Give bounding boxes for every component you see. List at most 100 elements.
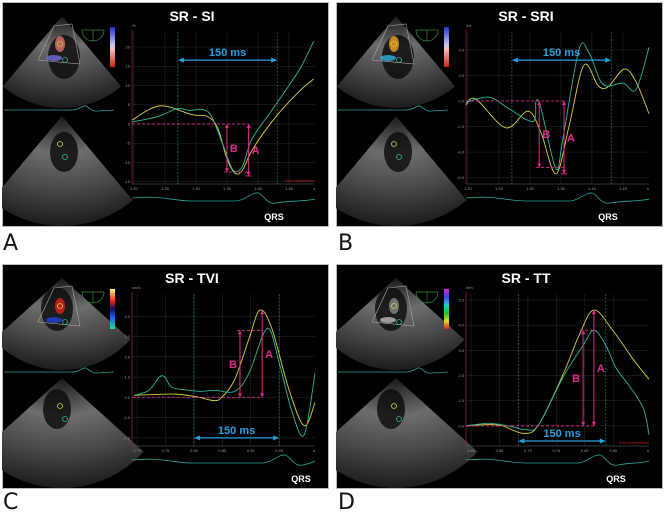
drift-compensation-label: Drift compensation <box>285 179 315 183</box>
arrow-b-head <box>537 163 542 168</box>
interval-label: 150 ms <box>543 428 580 440</box>
sample-point-yellow <box>57 303 63 309</box>
arrow-a-head <box>260 310 265 315</box>
series-yellow <box>465 63 650 175</box>
sample-point-green <box>62 416 68 422</box>
color-doppler-blob <box>389 36 399 52</box>
panel-label-c: C <box>3 490 19 515</box>
arrow-b-head <box>581 421 586 426</box>
x-tick-label: 0.75 <box>162 448 171 453</box>
y-unit-label: % <box>132 23 136 28</box>
y-tick-label: -1.0 <box>123 415 131 420</box>
x-tick-label: 1.30 <box>192 186 201 191</box>
y-tick-label: 4.0 <box>458 323 464 328</box>
sample-point-yellow <box>57 403 63 409</box>
arrow-a-head <box>246 171 251 176</box>
sample-point-green <box>396 57 402 63</box>
x-tick-label: 1.40 <box>588 186 597 191</box>
panel-a-strain-si: 20 15 10 5 0 -5 -10 -15 1.20 1.25 1.30 1.35 1.40 1.45… <box>2 2 329 227</box>
ecg-trace-small <box>338 367 449 374</box>
series-green <box>465 42 650 171</box>
panel-title: SR - SRI <box>498 8 553 24</box>
panel-label-d: D <box>338 490 355 515</box>
x-tick-label: 0.80 <box>190 448 199 453</box>
arrow-a-head <box>562 169 567 174</box>
echo-chart-svg: 20 15 10 5 0 -5 -10 -15 1.20 1.25 1.30 1.35 1.40 1.45… <box>2 2 329 227</box>
x-tick-label: 1.45 <box>285 186 294 191</box>
x-tick-label: 1.25 <box>495 186 504 191</box>
series-green <box>131 41 315 173</box>
interval-label: 150 ms <box>218 425 255 437</box>
y-tick-label: 2.0 <box>124 354 130 359</box>
colorbar <box>444 27 449 67</box>
x-tick-label: 1.20 <box>130 186 139 191</box>
interval-label: 150 ms <box>543 47 580 59</box>
y-tick-label: 0.0 <box>458 423 464 428</box>
x-tick-label: 0.60 <box>467 448 476 453</box>
x-tick-label: 0.70 <box>524 448 533 453</box>
sample-point-green <box>396 154 402 160</box>
sample-point-yellow <box>391 303 397 309</box>
color-doppler-blob <box>46 317 62 323</box>
arrow-b-head <box>537 100 542 105</box>
y-tick-label: 0.0 <box>458 98 464 103</box>
series-green <box>134 328 316 437</box>
y-tick-label: 3.0 <box>124 334 130 339</box>
arrow-b-head <box>224 168 229 173</box>
arrow-b-head <box>237 393 242 398</box>
arrow-a-head <box>260 393 265 398</box>
x-tick-label: 1.20 <box>464 186 473 191</box>
sample-point-yellow <box>391 141 397 147</box>
panel-label-b: B <box>338 231 354 256</box>
y-tick-label: -15 <box>124 179 131 184</box>
panel-title: SR - TT <box>502 270 551 286</box>
arrow-a-head <box>246 123 251 128</box>
roi-sector <box>37 285 81 327</box>
y-tick-label: 4.0 <box>124 314 130 319</box>
y-tick-label: 2.0 <box>458 73 464 78</box>
x-tick-label: 0.70 <box>133 448 142 453</box>
x-unit-label: s <box>313 448 315 453</box>
arrow-b-head <box>237 330 242 335</box>
arrow-a-head <box>591 310 596 315</box>
panel-d-tissue-tracking: 5.0 4.0 3.0 2.0 1.0 0.0 0.60 0.65 0.70 0.75 0.80 0.… <box>336 264 663 489</box>
echo-chart-svg: 5.0 4.0 3.0 2.0 1.0 0.0 0.60 0.65 0.70 0.75 0.80 0.… <box>336 264 663 489</box>
y-tick-label: 10 <box>126 83 131 88</box>
ecg-trace-small <box>4 105 115 112</box>
color-doppler-blob <box>55 298 65 314</box>
y-tick-label: -10 <box>124 160 131 165</box>
probe-orientation-icon <box>415 291 439 304</box>
ecg-trace <box>465 192 650 204</box>
roi-sector <box>371 23 415 65</box>
color-doppler-blob <box>55 36 65 52</box>
x-tick-label: 0.75 <box>552 448 561 453</box>
sample-point-yellow <box>391 403 397 409</box>
qrs-label: QRS <box>598 212 618 222</box>
x-tick-label: 0.85 <box>218 448 227 453</box>
label-b: B <box>229 359 237 371</box>
x-tick-label: 1.25 <box>161 186 170 191</box>
x-unit-label: s <box>647 186 649 191</box>
arrow-a-head <box>591 421 596 426</box>
series-yellow <box>131 78 315 175</box>
interval-label: 150 ms <box>209 47 246 59</box>
label-b: B <box>230 143 238 155</box>
y-tick-label: -6.0 <box>457 175 465 180</box>
qrs-label: QRS <box>606 474 626 484</box>
roi-sector <box>371 285 415 327</box>
y-tick-label: 1.0 <box>124 375 130 380</box>
sample-point-green <box>62 319 68 325</box>
y-tick-label: 3.0 <box>458 348 464 353</box>
x-unit-label: s <box>647 448 649 453</box>
echo-chart-svg: 4.0 3.0 2.0 1.0 0.0 -1.0 -2.0 0.70 0.75 0.80 0.85 0… <box>2 264 329 489</box>
echo-image-bottom <box>336 378 478 488</box>
panel-label-a: A <box>3 231 19 256</box>
ecg-trace <box>131 192 316 204</box>
label-b: B <box>572 373 580 385</box>
color-doppler-blob <box>46 55 62 61</box>
probe-orientation-icon <box>415 29 439 42</box>
x-tick-label: 0.90 <box>247 448 256 453</box>
probe-orientation-icon <box>81 29 105 42</box>
color-doppler-blob <box>380 55 396 61</box>
y-tick-label: 2.0 <box>458 373 464 378</box>
